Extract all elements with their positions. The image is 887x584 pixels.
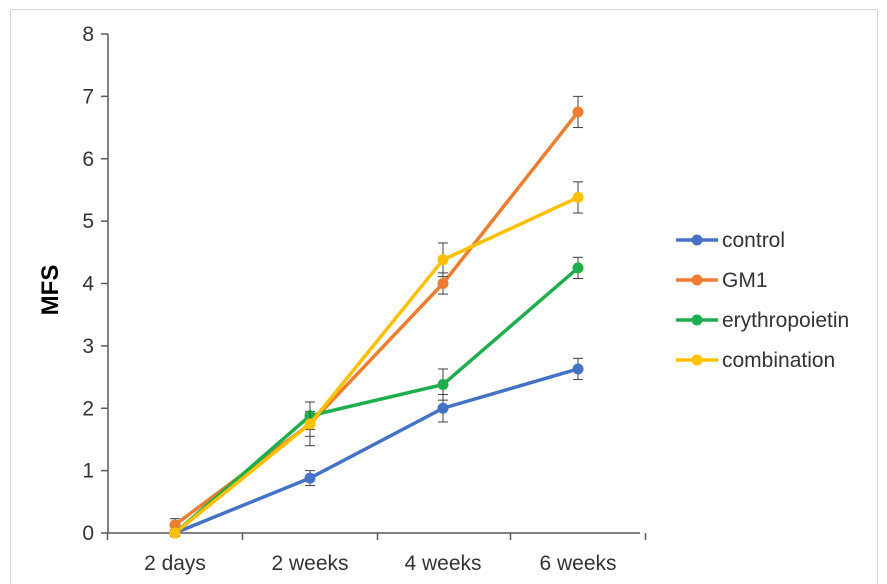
series-erythropoietin (169, 256, 584, 539)
data-point (169, 519, 181, 531)
legend-label: GM1 (722, 269, 768, 292)
axes: 0 1 2 3 4 5 6 7 8 2 days 2 weeks 4 weeks 6 weeks (82, 23, 647, 575)
legend-item-erythropoietin: erythropoietin (676, 309, 849, 332)
y-axis-label: MFS (37, 265, 64, 316)
legend-item-gm1: GM1 (676, 269, 768, 292)
legend-swatch-marker (691, 354, 703, 366)
y-tick-label: 6 (82, 148, 94, 171)
x-tick-label: 6 weeks (539, 552, 616, 575)
x-tick-label: 2 days (144, 552, 206, 575)
y-tick-label: 7 (82, 85, 94, 108)
legend-swatch-marker (691, 274, 703, 286)
y-tick-label: 8 (82, 23, 94, 46)
series-combination (169, 181, 584, 539)
x-tick-label: 4 weeks (404, 552, 481, 575)
series-layer (169, 95, 584, 539)
series-gm1 (169, 95, 584, 532)
legend-swatch-marker (691, 234, 703, 246)
data-point (572, 106, 584, 118)
legend-item-combination: combination (676, 349, 835, 372)
legend-label: erythropoietin (722, 309, 849, 332)
data-point (572, 262, 584, 274)
x-tick-label: 2 weeks (271, 552, 348, 575)
data-point (437, 254, 449, 266)
data-point (169, 527, 181, 539)
series-line (173, 266, 580, 535)
legend-label: combination (722, 349, 835, 372)
data-point (437, 402, 449, 414)
data-point (304, 418, 316, 430)
data-point (572, 363, 584, 375)
series-line (174, 367, 579, 535)
legend-swatch-marker (691, 314, 703, 326)
legend: control GM1 erythropoietin combination (676, 229, 849, 372)
data-point (437, 278, 449, 289)
data-point (304, 472, 316, 484)
series-line (173, 195, 579, 535)
legend-label: control (722, 229, 785, 252)
series-control (169, 357, 584, 539)
data-point (572, 191, 584, 203)
chart-frame (10, 9, 878, 584)
y-tick-label: 1 (82, 460, 94, 483)
y-tick-label: 5 (82, 210, 94, 233)
legend-item-control: control (676, 229, 785, 252)
data-point (437, 379, 449, 391)
y-tick-label: 3 (82, 335, 94, 358)
y-tick-label: 2 (82, 397, 94, 420)
y-tick-label: 4 (82, 273, 94, 296)
y-tick-label: 0 (82, 522, 94, 545)
